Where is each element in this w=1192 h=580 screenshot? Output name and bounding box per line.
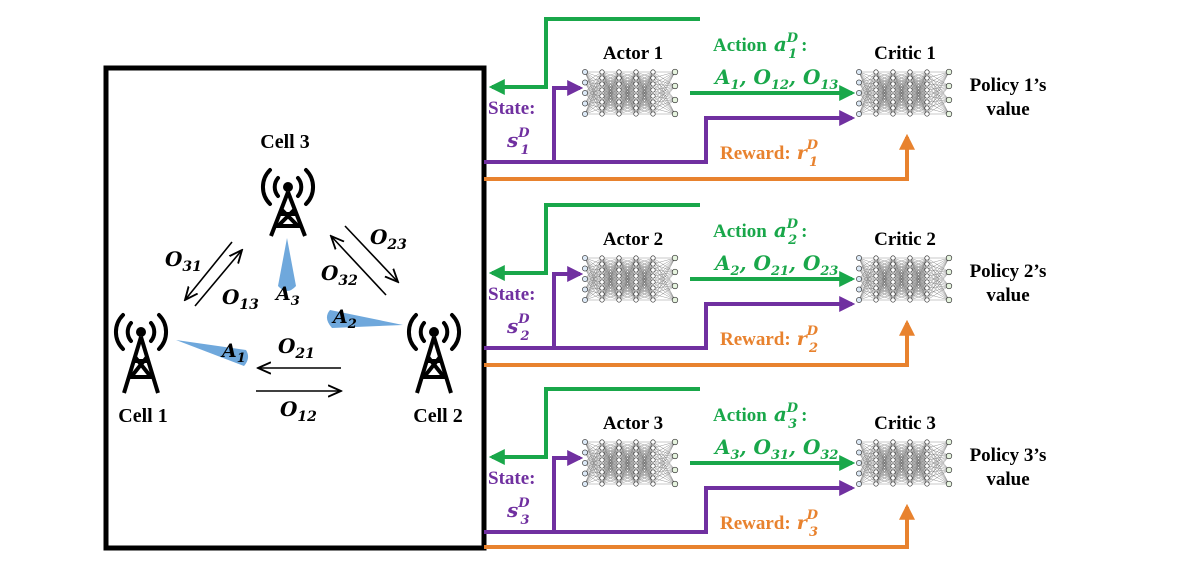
action-items: A2, O21, O23 [713, 251, 838, 279]
state-label: State: [488, 284, 535, 305]
value-label: Policy 2’s value [970, 261, 1047, 306]
reward-label: Reward: rD 2 [720, 324, 819, 356]
action-items: A1, O12, O13 [713, 65, 838, 93]
agent-row-2: Actor 2 Critic 2 Action aD 2: A2, O21, O23… [484, 203, 1047, 367]
radio-tower-icon [260, 168, 316, 237]
beam-label-3: A3 [274, 283, 300, 309]
reward-line [484, 503, 915, 549]
action-items: A3, O31, O32 [713, 435, 838, 463]
critic-network [856, 438, 953, 488]
offset-label-o31: O31 [165, 247, 202, 275]
value-label: Policy 3’s value [970, 445, 1047, 490]
state-to-critic [554, 110, 856, 164]
action-label: Action aD 1: [713, 31, 807, 62]
action-loop [488, 203, 700, 281]
value-label: Policy 1’s value [970, 75, 1047, 120]
action-loop [488, 387, 700, 465]
state-to-critic [554, 480, 856, 534]
radio-tower-icon [406, 313, 462, 394]
state-var: sD 3 [506, 496, 530, 528]
cell-label-3: Cell 3 [260, 131, 309, 153]
radio-tower-icon [113, 313, 169, 394]
action-loop [488, 17, 700, 95]
actor-network [582, 68, 679, 118]
agent-row-3: Actor 3 Critic 3 Action aD 3: A3, O31, O32… [484, 387, 1047, 549]
reward-label: Reward: rD 3 [720, 508, 819, 540]
actor-label: Actor 1 [603, 43, 663, 64]
reward-label: Reward: rD 1 [720, 138, 819, 170]
critic-network [856, 68, 953, 118]
critic-label: Critic 1 [874, 43, 936, 64]
cell-label-1: Cell 1 [118, 405, 167, 427]
state-line [484, 80, 584, 164]
beam-cell1 [176, 340, 249, 366]
action-label: Action aD 3: [713, 401, 807, 432]
critic-network [856, 254, 953, 304]
offset-label-o21: O21 [278, 334, 315, 362]
offset-label-o32: O32 [321, 261, 358, 289]
action-label: Action aD 2: [713, 217, 807, 248]
critic-label: Critic 2 [874, 229, 936, 250]
environment-frame [103, 65, 487, 551]
actor-network [582, 254, 679, 304]
reward-line [484, 319, 915, 367]
actor-label: Actor 3 [603, 413, 663, 434]
critic-label: Critic 3 [874, 413, 936, 434]
beam-cell3 [278, 238, 296, 291]
state-line [484, 450, 584, 534]
beam-cell2 [326, 310, 403, 328]
offset-label-o13: O13 [222, 285, 259, 313]
state-var: sD 2 [506, 312, 530, 344]
state-line [484, 266, 584, 350]
state-to-critic [554, 296, 856, 350]
beam-label-1: A1 [220, 340, 246, 366]
state-var: sD 1 [506, 126, 530, 158]
offset-label-o23: O23 [370, 225, 407, 253]
actor-label: Actor 2 [603, 229, 663, 250]
cell-label-2: Cell 2 [413, 405, 462, 427]
state-label: State: [488, 98, 535, 119]
beam-label-2: A2 [331, 306, 357, 332]
offset-label-o12: O12 [280, 397, 317, 425]
actor-network [582, 438, 679, 488]
offset-arrows [185, 225, 398, 391]
reward-line [484, 133, 915, 181]
state-label: State: [488, 468, 535, 489]
agent-row-1: Actor 1 Critic 1 Action aD 1: A1, O12, O13… [484, 17, 1047, 181]
